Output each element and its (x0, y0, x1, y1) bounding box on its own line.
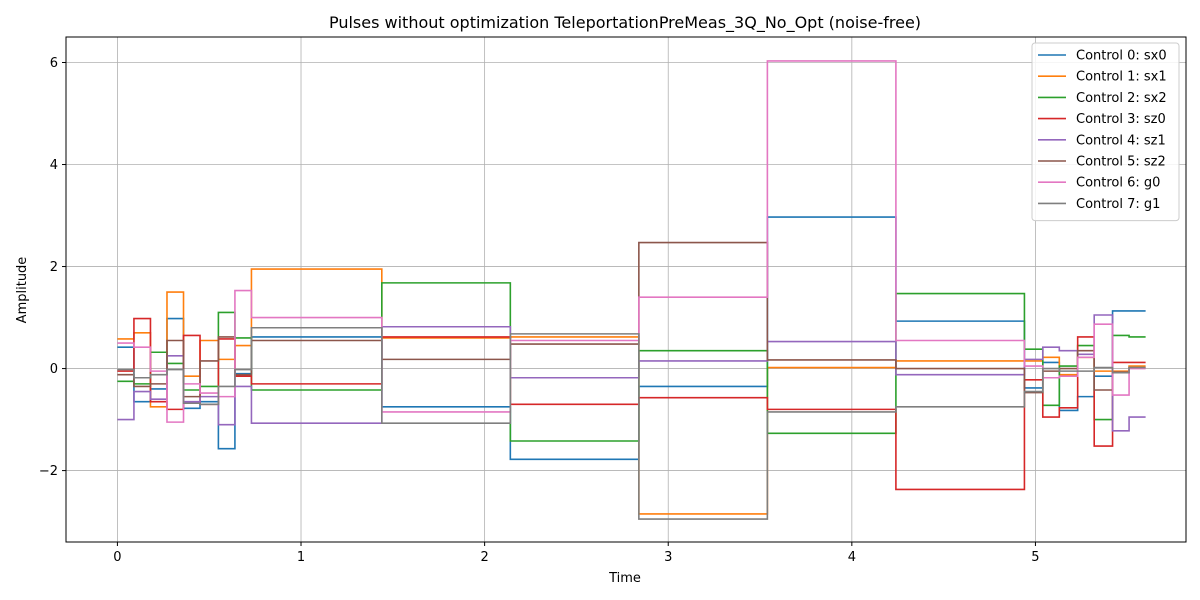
legend-label: Control 2: sx2 (1076, 91, 1167, 106)
y-tick-label: 4 (50, 158, 58, 173)
legend-label: Control 0: sx0 (1076, 49, 1167, 64)
legend-label: Control 4: sz1 (1076, 133, 1166, 148)
legend-box (1031, 42, 1180, 222)
series-line-2 (117, 282, 1146, 442)
grid (66, 37, 1186, 542)
series-line-4 (117, 314, 1146, 432)
series-line-1 (117, 268, 1146, 515)
y-tick-label: 6 (50, 56, 58, 71)
legend-label: Control 3: sz0 (1076, 112, 1166, 127)
y-tick-label: −2 (39, 464, 58, 479)
y-axis-title: Amplitude (15, 257, 30, 324)
x-tick-label: 5 (1031, 550, 1039, 565)
series-line-5 (117, 241, 1146, 398)
x-tick-label: 0 (113, 550, 121, 565)
legend-label: Control 7: g1 (1076, 197, 1160, 212)
legend-label: Control 5: sz2 (1076, 155, 1166, 170)
legend-label: Control 1: sx1 (1076, 70, 1167, 85)
x-axis-title: Time (608, 571, 641, 586)
legend: Control 0: sx0 Control 1: sx1 Control 2: s… (1031, 42, 1180, 222)
y-tick-label: 2 (50, 260, 58, 275)
x-tick-label: 2 (480, 550, 488, 565)
chart-title: Pulses without optimization Teleportatio… (329, 13, 921, 33)
x-tick-label: 1 (297, 550, 305, 565)
axis-ticks: 0 1 2 3 4 5 −2 0 2 4 6 (39, 56, 1040, 565)
plot-frame (65, 36, 1187, 543)
series-line-7 (117, 326, 1146, 520)
series-lines (117, 60, 1146, 520)
legend-label: Control 6: g0 (1076, 176, 1160, 191)
series-line-6 (117, 60, 1146, 423)
x-tick-label: 4 (848, 550, 856, 565)
x-tick-label: 3 (664, 550, 672, 565)
y-tick-label: 0 (50, 362, 58, 377)
